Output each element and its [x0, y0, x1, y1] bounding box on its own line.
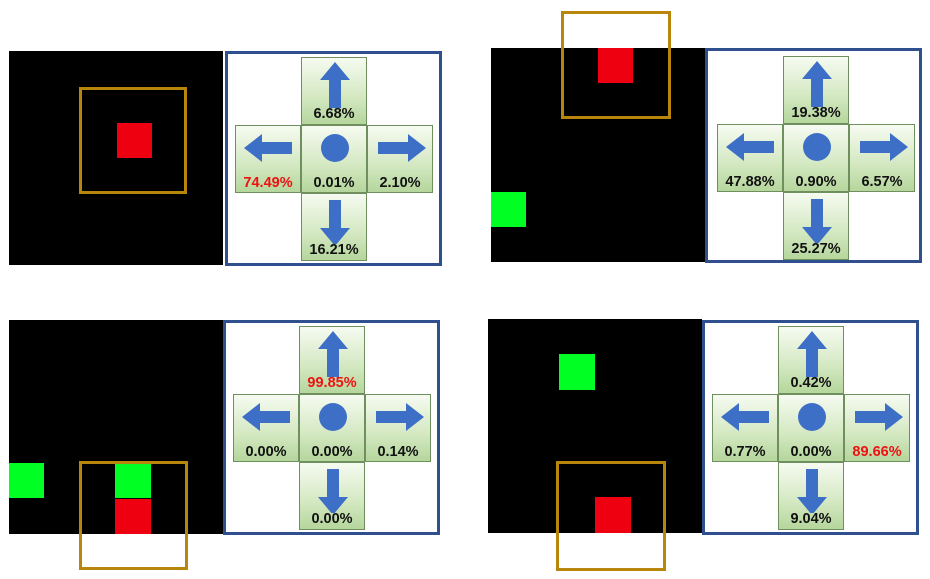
probability-stay-4: 0.00% — [790, 444, 832, 460]
probability-down-1: 16.21% — [309, 242, 359, 258]
probability-stay-1: 0.01% — [313, 175, 355, 191]
probability-down-3: 0.00% — [311, 511, 353, 527]
action-tile-up-3: 99.85% — [299, 326, 365, 394]
action-tile-right-3: 0.14% — [365, 394, 431, 462]
action-tile-down-1: 16.21% — [301, 193, 367, 261]
action-tile-up-2: 19.38% — [783, 56, 849, 124]
probability-right-4: 89.66% — [852, 444, 902, 460]
agent-view-frame-3 — [79, 461, 188, 570]
action-tile-left-4: 0.77% — [712, 394, 778, 462]
action-tile-up-1: 6.68% — [301, 57, 367, 125]
action-tile-down-4: 9.04% — [778, 462, 844, 530]
agent-view-frame-1 — [79, 87, 187, 194]
probability-up-4: 0.42% — [790, 375, 832, 391]
grid-world-1 — [9, 51, 223, 265]
goal-cell-2 — [491, 192, 526, 227]
probability-left-3: 0.00% — [245, 444, 287, 460]
action-tile-stay-4: 0.00% — [778, 394, 844, 462]
action-tile-down-3: 0.00% — [299, 462, 365, 530]
probability-left-4: 0.77% — [724, 444, 766, 460]
agent-view-frame-4 — [556, 461, 666, 571]
agent-cell-3 — [115, 499, 151, 534]
action-tile-stay-3: 0.00% — [299, 394, 365, 462]
probability-right-3: 0.14% — [377, 444, 419, 460]
agent-view-frame-2 — [561, 11, 671, 119]
action-tile-right-1: 2.10% — [367, 125, 433, 193]
goal-cell-3b — [115, 463, 151, 498]
action-tile-up-4: 0.42% — [778, 326, 844, 394]
action-tile-right-2: 6.57% — [849, 124, 915, 192]
action-tile-left-3: 0.00% — [233, 394, 299, 462]
probability-up-2: 19.38% — [791, 105, 841, 121]
goal-cell-4 — [559, 354, 595, 390]
agent-cell-4 — [595, 497, 631, 533]
action-tile-left-1: 74.49% — [235, 125, 301, 193]
goal-cell-3a — [9, 463, 44, 498]
probability-left-1: 74.49% — [243, 175, 293, 191]
probability-up-1: 6.68% — [313, 106, 355, 122]
probability-down-2: 25.27% — [791, 241, 841, 257]
probability-stay-2: 0.90% — [795, 174, 837, 190]
probability-right-2: 6.57% — [861, 174, 903, 190]
action-tile-left-2: 47.88% — [717, 124, 783, 192]
probability-up-3: 99.85% — [307, 375, 357, 391]
probability-left-2: 47.88% — [725, 174, 775, 190]
action-tile-stay-2: 0.90% — [783, 124, 849, 192]
action-tile-stay-1: 0.01% — [301, 125, 367, 193]
probability-stay-3: 0.00% — [311, 444, 353, 460]
agent-cell-1 — [117, 123, 152, 158]
action-tile-down-2: 25.27% — [783, 192, 849, 260]
agent-cell-2 — [598, 48, 633, 83]
probability-down-4: 9.04% — [790, 511, 832, 527]
probability-right-1: 2.10% — [379, 175, 421, 191]
action-tile-right-4: 89.66% — [844, 394, 910, 462]
